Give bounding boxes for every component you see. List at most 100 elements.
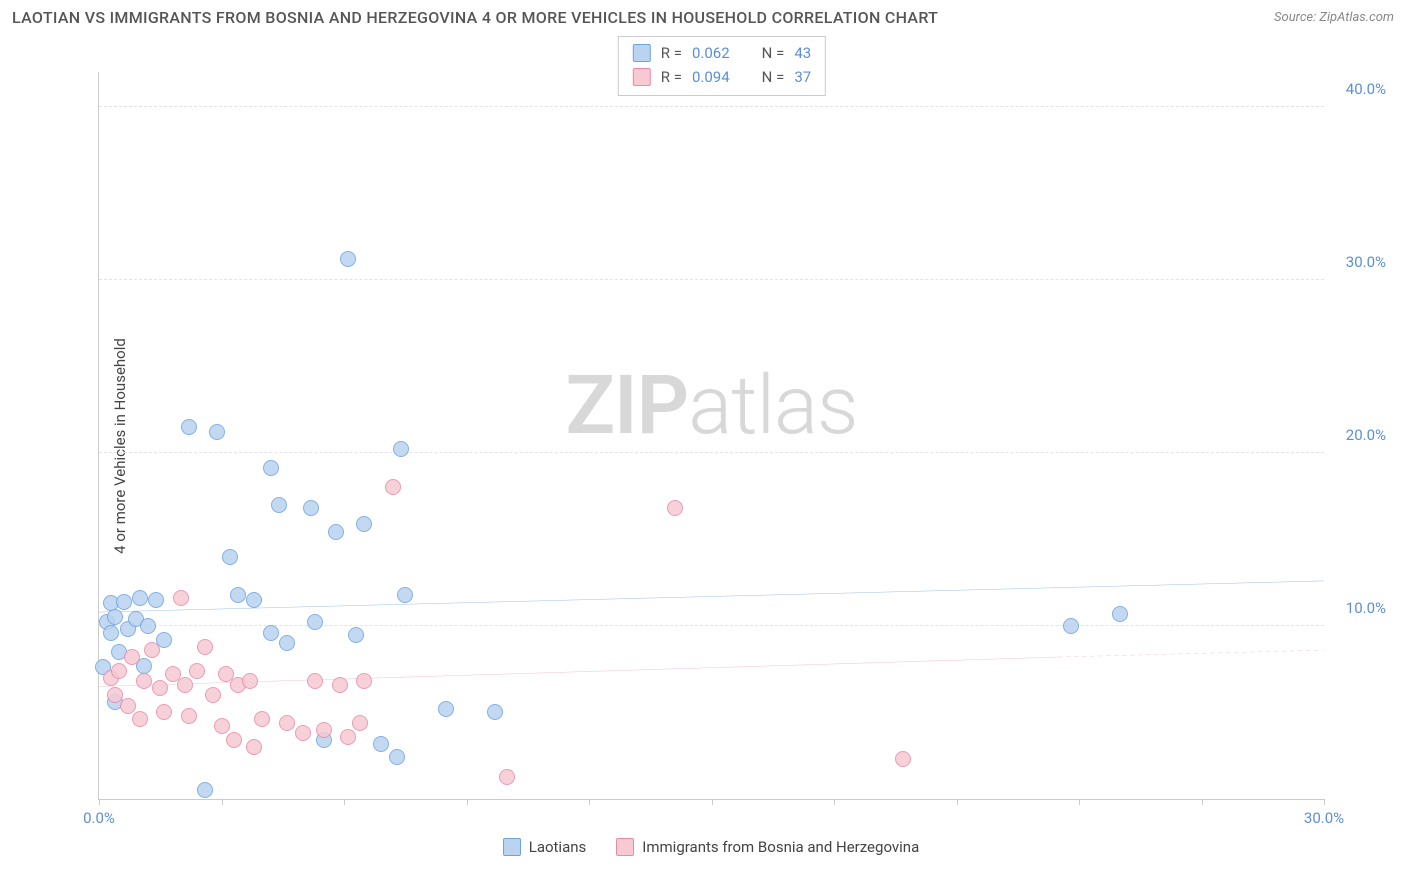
data-point <box>356 673 372 689</box>
data-point <box>487 704 503 720</box>
data-point <box>132 711 148 727</box>
data-point <box>230 587 246 603</box>
data-point <box>393 441 409 457</box>
bottom-legend: Laotians Immigrants from Bosnia and Herz… <box>98 838 1324 856</box>
data-point <box>177 677 193 693</box>
x-tick <box>99 799 100 805</box>
data-point <box>1063 618 1079 634</box>
data-point <box>279 635 295 651</box>
data-point <box>181 419 197 435</box>
data-point <box>263 625 279 641</box>
x-tick <box>589 799 590 805</box>
data-point <box>144 642 160 658</box>
chart-title: LAOTIAN VS IMMIGRANTS FROM BOSNIA AND HE… <box>12 8 938 27</box>
data-point <box>340 251 356 267</box>
y-tick-label: 20.0% <box>1331 426 1386 444</box>
data-point <box>152 680 168 696</box>
data-point <box>189 663 205 679</box>
x-tick <box>467 799 468 805</box>
x-tick <box>222 799 223 805</box>
grid-line <box>99 279 1324 280</box>
data-point <box>332 677 348 693</box>
x-tick <box>712 799 713 805</box>
data-point <box>1112 606 1128 622</box>
x-tick <box>834 799 835 805</box>
data-point <box>316 722 332 738</box>
watermark: ZIPatlas <box>565 358 857 454</box>
data-point <box>348 627 364 643</box>
stats-row-series2: R = 0.094 N = 37 <box>633 65 811 89</box>
title-bar: LAOTIAN VS IMMIGRANTS FROM BOSNIA AND HE… <box>0 0 1406 35</box>
grid-line <box>99 452 1324 453</box>
data-point <box>373 736 389 752</box>
data-point <box>197 782 213 798</box>
data-point <box>132 590 148 606</box>
data-point <box>124 649 140 665</box>
data-point <box>356 516 372 532</box>
plot-area: ZIPatlas 10.0%20.0%30.0%40.0%0.0%30.0% <box>98 72 1324 800</box>
x-tick <box>1079 799 1080 805</box>
data-point <box>156 704 172 720</box>
data-point <box>246 739 262 755</box>
data-point <box>279 715 295 731</box>
data-point <box>148 592 164 608</box>
data-point <box>397 587 413 603</box>
y-tick-label: 40.0% <box>1331 80 1386 98</box>
legend-swatch-series1 <box>503 838 521 856</box>
data-point <box>120 698 136 714</box>
trend-line <box>1059 650 1324 657</box>
stats-legend-box: R = 0.062 N = 43 R = 0.094 N = 37 <box>618 36 826 96</box>
x-tick-label: 30.0% <box>1304 809 1344 827</box>
data-point <box>328 524 344 540</box>
x-tick <box>1202 799 1203 805</box>
x-tick <box>1324 799 1325 805</box>
data-point <box>197 639 213 655</box>
grid-line <box>99 106 1324 107</box>
data-point <box>389 749 405 765</box>
data-point <box>307 673 323 689</box>
data-point <box>438 701 454 717</box>
data-point <box>667 500 683 516</box>
x-tick-label: 0.0% <box>83 809 115 827</box>
data-point <box>263 460 279 476</box>
source-label: Source: ZipAtlas.com <box>1274 10 1394 25</box>
x-tick <box>344 799 345 805</box>
data-point <box>103 625 119 641</box>
data-point <box>140 618 156 634</box>
y-tick-label: 30.0% <box>1331 253 1386 271</box>
legend-swatch-series2 <box>616 838 634 856</box>
data-point <box>895 751 911 767</box>
data-point <box>271 497 287 513</box>
data-point <box>116 594 132 610</box>
data-point <box>111 663 127 679</box>
swatch-series1 <box>633 44 651 62</box>
data-point <box>385 479 401 495</box>
legend-item-series1: Laotians <box>503 838 587 856</box>
stats-row-series1: R = 0.062 N = 43 <box>633 41 811 65</box>
y-tick-label: 10.0% <box>1331 599 1386 617</box>
x-tick <box>957 799 958 805</box>
data-point <box>246 592 262 608</box>
data-point <box>222 549 238 565</box>
trend-lines <box>99 72 1324 799</box>
grid-line <box>99 625 1324 626</box>
data-point <box>214 718 230 734</box>
data-point <box>226 732 242 748</box>
data-point <box>173 590 189 606</box>
data-point <box>352 715 368 731</box>
data-point <box>209 424 225 440</box>
data-point <box>242 673 258 689</box>
data-point <box>136 673 152 689</box>
trend-line <box>99 581 1324 612</box>
data-point <box>303 500 319 516</box>
swatch-series2 <box>633 68 651 86</box>
chart-area: ZIPatlas 10.0%20.0%30.0%40.0%0.0%30.0% R… <box>48 36 1396 860</box>
data-point <box>307 614 323 630</box>
data-point <box>295 725 311 741</box>
data-point <box>499 769 515 785</box>
data-point <box>254 711 270 727</box>
legend-item-series2: Immigrants from Bosnia and Herzegovina <box>616 838 919 856</box>
data-point <box>205 687 221 703</box>
data-point <box>181 708 197 724</box>
data-point <box>340 729 356 745</box>
